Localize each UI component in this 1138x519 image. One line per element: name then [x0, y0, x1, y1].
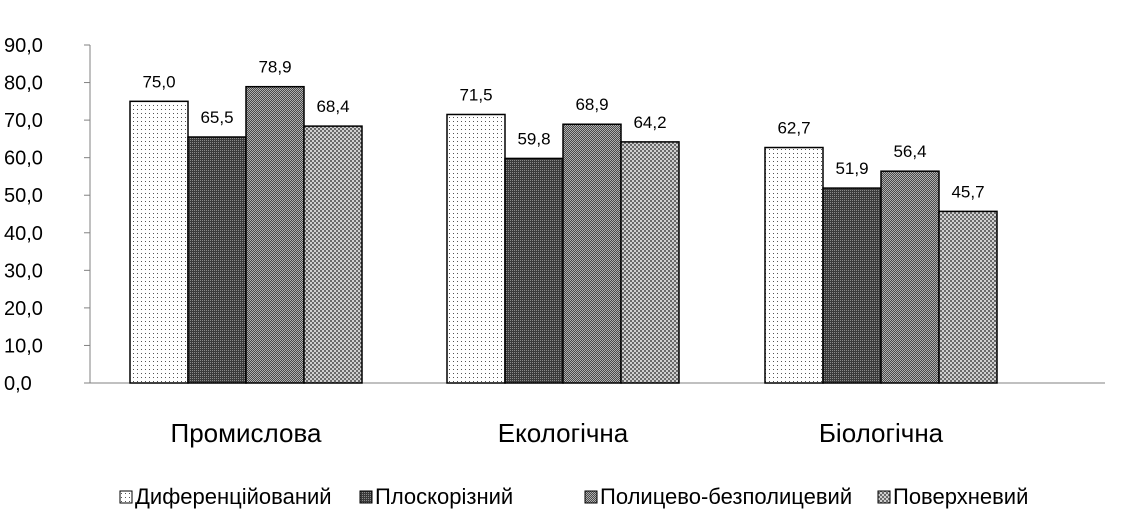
- bar: [303, 125, 363, 384]
- x-tick-label: Промислова: [171, 418, 322, 448]
- legend-swatch: [584, 490, 598, 504]
- bar: [504, 157, 564, 384]
- x-tick-label: Екологічна: [498, 418, 629, 448]
- value-labels-group: 75,0 65,5 78,9 68,4 71,5 59,8 68,9 64,2 62,7 51,9…: [142, 58, 984, 202]
- bar: [446, 113, 506, 384]
- data-label: 75,0: [142, 72, 175, 91]
- y-tick-label: 80,0: [4, 73, 43, 95]
- bar: [245, 85, 305, 384]
- legend-label: Плоскорізний: [375, 484, 513, 509]
- bars-group: [129, 85, 998, 384]
- legend-swatch: [119, 490, 133, 504]
- bar: [938, 210, 998, 384]
- bar: [764, 146, 824, 384]
- data-label: 51,9: [835, 159, 868, 178]
- data-label: 68,9: [575, 95, 608, 114]
- bar: [880, 170, 940, 384]
- x-tick-label: Біологічна: [819, 418, 944, 448]
- y-axis-ticks: 0,0 10,0 20,0 30,0 40,0 50,0 60,0 70,0 80,0 90,0: [4, 35, 90, 395]
- legend-swatch: [359, 490, 373, 504]
- legend: Диференційований Плоскорізний Полицево-без…: [119, 484, 1028, 509]
- bar: [187, 136, 247, 384]
- legend-label: Поверхневий: [893, 484, 1028, 509]
- bar: [620, 141, 680, 384]
- legend-swatch: [877, 490, 891, 504]
- data-label: 56,4: [893, 142, 926, 161]
- data-label: 65,5: [200, 108, 233, 127]
- data-label: 68,4: [316, 97, 349, 116]
- y-tick-label: 90,0: [4, 35, 43, 57]
- bar: [822, 187, 882, 384]
- bar: [129, 100, 189, 384]
- y-tick-label: 20,0: [4, 298, 43, 320]
- bar: [562, 123, 622, 384]
- y-tick-label: 0,0: [4, 373, 32, 395]
- y-tick-label: 60,0: [4, 148, 43, 170]
- data-label: 62,7: [777, 119, 810, 138]
- y-tick-label: 30,0: [4, 260, 43, 282]
- legend-label: Диференційований: [135, 484, 332, 509]
- category-labels-group: Промислова Екологічна Біологічна: [171, 418, 944, 448]
- y-tick-label: 50,0: [4, 185, 43, 207]
- y-tick-label: 40,0: [4, 223, 43, 245]
- data-label: 45,7: [951, 182, 984, 201]
- y-tick-label: 10,0: [4, 335, 43, 357]
- legend-label: Полицево-безполицевий: [600, 484, 852, 509]
- data-label: 64,2: [633, 113, 666, 132]
- data-label: 71,5: [459, 85, 492, 104]
- y-tick-label: 70,0: [4, 110, 43, 132]
- data-label: 59,8: [517, 129, 550, 148]
- data-label: 78,9: [258, 58, 291, 77]
